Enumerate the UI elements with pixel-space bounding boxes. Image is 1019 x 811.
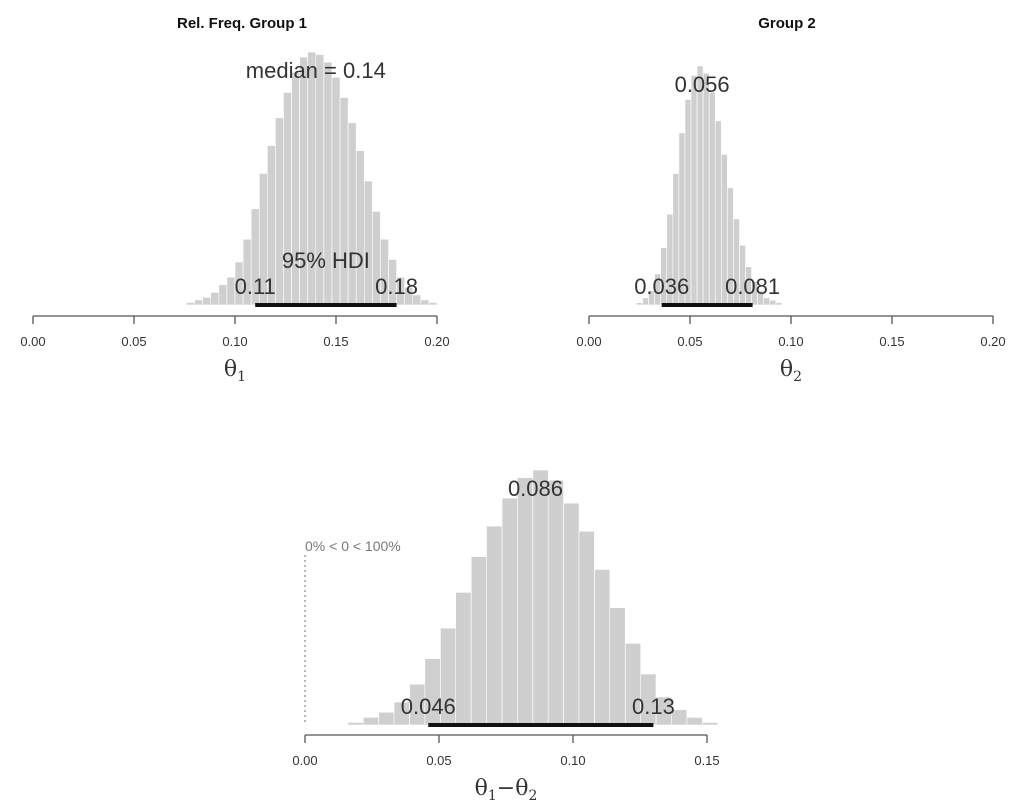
histogram-bar	[696, 65, 704, 306]
median-label: median = 0.14	[246, 58, 386, 83]
hdi-high-label: 0.18	[375, 274, 418, 299]
histogram-bar	[202, 297, 212, 306]
median-label: 0.086	[508, 476, 563, 501]
x-tick-label: 0.10	[778, 334, 803, 349]
hdi-low-label: 0.036	[634, 274, 689, 299]
histogram-bar	[210, 292, 220, 306]
x-axis-label: θ2	[780, 357, 802, 385]
chart-title: Rel. Freq. Group 1	[177, 15, 307, 32]
hdi-low-label: 0.046	[401, 694, 456, 719]
histogram-bar	[194, 299, 203, 306]
histogram-bar	[470, 556, 487, 726]
histogram-bar	[347, 122, 357, 306]
x-tick-label: 0.05	[121, 334, 146, 349]
histogram-bar	[362, 717, 379, 726]
histogram-bar	[218, 284, 228, 306]
histogram-bar	[428, 302, 438, 306]
median-label: 0.056	[675, 72, 730, 97]
x-tick-label: 0.15	[694, 753, 719, 768]
histogram-bar	[702, 72, 710, 306]
x-tick-label: 0.05	[426, 753, 451, 768]
histogram-bar	[714, 120, 722, 306]
histogram-bar	[378, 711, 395, 726]
histogram-bar	[186, 302, 195, 306]
x-tick-label: 0.15	[323, 334, 348, 349]
histogram-bar	[547, 479, 564, 726]
histogram-bar	[708, 91, 716, 306]
chart-title: Group 2	[758, 15, 816, 32]
histogram-bar	[283, 92, 292, 306]
histogram-bar	[517, 477, 534, 726]
histogram-bar	[686, 717, 703, 726]
hdi-label: 95% HDI	[282, 248, 370, 273]
panel-group2: Group 2 0.00 0.05 0.10 0.15 0.20 θ2 0.036 0.081 0…	[576, 15, 1005, 385]
histogram-bar	[501, 497, 518, 726]
x-tick-label: 0.05	[677, 334, 702, 349]
x-tick-label: 0.00	[576, 334, 601, 349]
x-tick-label: 0.00	[20, 334, 45, 349]
histogram-bar	[420, 299, 430, 306]
histogram-bar	[701, 722, 718, 726]
x-tick-label: 0.10	[560, 753, 585, 768]
x-axis-label: θ1	[224, 357, 246, 385]
histogram-bar	[355, 150, 365, 306]
hdi-low-label: 0.11	[235, 274, 276, 299]
x-tick-label: 0.20	[424, 334, 449, 349]
histogram-bar	[690, 75, 698, 306]
histogram-bar	[275, 117, 284, 306]
hdi-high-label: 0.081	[725, 274, 780, 299]
x-axis-label: θ1−θ2	[475, 776, 538, 804]
histogram-bar	[532, 469, 549, 726]
histogram-bar	[594, 569, 611, 726]
x-tick-label: 0.10	[222, 334, 247, 349]
histogram-bar	[486, 525, 503, 726]
histogram-bar	[563, 502, 580, 726]
x-tick-label: 0.15	[879, 334, 904, 349]
histogram-bar	[636, 302, 643, 306]
hdi-high-label: 0.13	[632, 694, 675, 719]
histogram-bar	[609, 607, 626, 726]
panel-group1: Rel. Freq. Group 1 0.00 0.05 0.10 0.15 0.20 θ1…	[20, 15, 449, 385]
histogram-bar	[363, 180, 373, 306]
histogram-bar	[455, 592, 472, 726]
x-tick-label: 0.00	[292, 753, 317, 768]
histogram-bar	[347, 722, 364, 726]
histogram-bar	[578, 530, 595, 726]
histogram-bar	[769, 299, 777, 306]
histogram-bar	[339, 97, 349, 306]
x-tick-label: 0.20	[980, 334, 1005, 349]
comparison-label: 0% < 0 < 100%	[305, 538, 401, 554]
histogram-bar	[775, 302, 783, 306]
panel-difference: 0.00 0.05 0.10 0.15 θ1−θ2 0.046 0.13 0.086 0% < …	[292, 469, 720, 804]
